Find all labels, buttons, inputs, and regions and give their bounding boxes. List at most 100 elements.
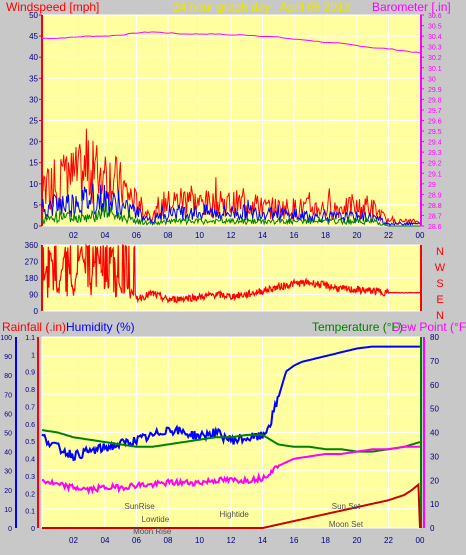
- barometer-tick-30: 30: [428, 76, 436, 83]
- barometer-axis-label: Barometer [.in]: [372, 0, 451, 14]
- wind-panel-xtick-04: 04: [101, 231, 110, 240]
- barometer-tick-28.8: 28.8: [428, 203, 442, 210]
- direction-tick-180: 180: [25, 274, 39, 283]
- climate-series-humidity-0: [41, 345, 420, 462]
- climate-panel-xtick-20: 20: [353, 536, 362, 545]
- barometer-tick-29.5: 29.5: [428, 129, 442, 136]
- humidity-tick-60: 60: [4, 411, 12, 418]
- wind-panel-series-2: [41, 183, 421, 227]
- climate-panel-xtick-16: 16: [290, 536, 299, 545]
- barometer-tick-29: 29: [428, 182, 436, 189]
- humidity-tick-100: 100: [0, 335, 12, 342]
- annotation-sunrise: SunRise: [125, 502, 156, 511]
- rain-tick-0.7: 0.7: [25, 404, 35, 411]
- barometer-tick-28.7: 28.7: [428, 213, 442, 220]
- barometer-tick-30.2: 30.2: [428, 55, 442, 62]
- humidity-tick-10: 10: [4, 507, 12, 514]
- windspeed-tick-20: 20: [29, 138, 38, 147]
- direction-tick-0: 0: [34, 307, 39, 316]
- rain-tick-0.4: 0.4: [25, 457, 35, 464]
- temp-tick-50: 50: [430, 405, 439, 414]
- annotation-hightide: Hightide: [219, 510, 249, 519]
- barometer-tick-29.1: 29.1: [428, 171, 442, 178]
- temp-tick-0: 0: [430, 524, 435, 533]
- climate-panel-xtick-22: 22: [384, 536, 393, 545]
- direction-tick-360: 360: [25, 241, 39, 250]
- windspeed-tick-35: 35: [29, 74, 38, 83]
- humidity-axis-label: Humidity (%): [66, 320, 135, 334]
- windspeed-tick-15: 15: [29, 159, 38, 168]
- windspeed-axis-label: Windspeed [mph]: [6, 0, 100, 14]
- humidity-tick-70: 70: [4, 392, 12, 399]
- windspeed-tick-45: 45: [29, 32, 38, 41]
- temp-tick-10: 10: [430, 500, 439, 509]
- barometer-tick-29.6: 29.6: [428, 119, 442, 126]
- compass-label-N-4: N: [436, 310, 444, 322]
- temp-tick-20: 20: [430, 476, 439, 485]
- climate-panel-xtick-06: 06: [132, 536, 141, 545]
- barometer-tick-29.4: 29.4: [428, 140, 442, 147]
- wind-panel-xtick-12: 12: [227, 231, 236, 240]
- temperature-axis-label: Temperature (°F): [312, 320, 403, 334]
- direction-tick-270: 270: [25, 258, 39, 267]
- climate-panel-xtick-02: 02: [69, 536, 78, 545]
- barometer-tick-29.8: 29.8: [428, 97, 442, 104]
- climate-panel-xtick-14: 14: [258, 536, 267, 545]
- barometer-tick-30.1: 30.1: [428, 66, 442, 73]
- wind-panel-xtick-16: 16: [290, 231, 299, 240]
- barometer-tick-29.9: 29.9: [428, 87, 442, 94]
- barometer-tick-29.2: 29.2: [428, 161, 442, 168]
- rain-tick-1.1: 1.1: [25, 335, 35, 342]
- humidity-tick-0: 0: [8, 526, 12, 533]
- wind-panel-xtick-02: 02: [69, 231, 78, 240]
- rain-tick-0.9: 0.9: [25, 370, 35, 377]
- windspeed-tick-25: 25: [29, 117, 38, 126]
- barometer-tick-30.6: 30.6: [428, 13, 442, 20]
- direction-series: [41, 243, 421, 304]
- annotation-lowtide: Lowtide: [142, 515, 170, 524]
- barometer-tick-30.4: 30.4: [428, 34, 442, 41]
- barometer-tick-30.5: 30.5: [428, 24, 442, 31]
- humidity-tick-40: 40: [4, 450, 12, 457]
- humidity-tick-90: 90: [4, 354, 12, 361]
- wind-panel-xtick-20: 20: [353, 231, 362, 240]
- dewpoint-axis-label: Dew Point (°F): [392, 320, 466, 334]
- wind-panel-xtick-18: 18: [321, 231, 330, 240]
- barometer-tick-29.3: 29.3: [428, 150, 442, 157]
- rain-tick-0.6: 0.6: [25, 422, 35, 429]
- wind-panel-series-1: [41, 128, 421, 225]
- wind-panel-xtick-10: 10: [195, 231, 204, 240]
- wind-panel-series-0: [42, 31, 421, 54]
- climate-panel-xtick-12: 12: [227, 536, 236, 545]
- rain-tick-1: 1: [31, 352, 35, 359]
- temp-tick-30: 30: [430, 452, 439, 461]
- annotation-moon-rise: Moon Rise: [133, 527, 172, 536]
- compass-label-W-1: W: [435, 262, 446, 274]
- climate-series-rain-3: [42, 482, 421, 529]
- climate-panel-xtick-10: 10: [195, 536, 204, 545]
- wind-panel-series-3: [41, 200, 420, 227]
- windspeed-tick-0: 0: [34, 222, 39, 231]
- temp-tick-80: 80: [430, 333, 439, 342]
- rain-tick-0.2: 0.2: [25, 491, 35, 498]
- windspeed-tick-30: 30: [29, 95, 38, 104]
- windspeed-tick-5: 5: [34, 201, 39, 210]
- wind-panel-xtick-06: 06: [132, 231, 141, 240]
- rain-tick-0.1: 0.1: [25, 509, 35, 516]
- climate-panel-xtick-04: 04: [101, 536, 110, 545]
- chart-title: 24 hour graph day : April 05 2013: [173, 0, 351, 14]
- humidity-tick-20: 20: [4, 488, 12, 495]
- temp-tick-60: 60: [430, 381, 439, 390]
- annotation-moon-set: Moon Set: [329, 520, 364, 529]
- annotation-sun-set: Sun Set: [332, 502, 361, 511]
- humidity-tick-50: 50: [4, 431, 12, 438]
- windspeed-tick-40: 40: [29, 53, 38, 62]
- direction-tick-90: 90: [29, 291, 38, 300]
- windspeed-tick-50: 50: [29, 11, 38, 20]
- humidity-tick-80: 80: [4, 373, 12, 380]
- compass-label-E-3: E: [436, 294, 443, 306]
- rainfall-axis-label: Rainfall (.in): [2, 320, 67, 334]
- barometer-tick-28.9: 28.9: [428, 192, 442, 199]
- climate-panel-xtick-08: 08: [164, 536, 173, 545]
